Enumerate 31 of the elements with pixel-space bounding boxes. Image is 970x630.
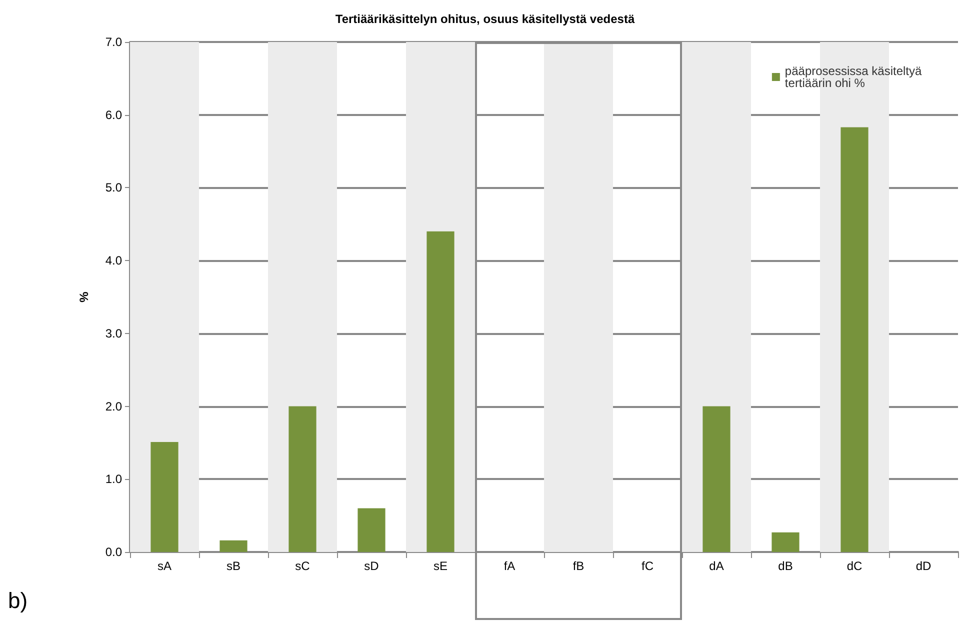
y-tick-label: 6.0 bbox=[105, 108, 122, 122]
y-tick-label: 3.0 bbox=[105, 326, 122, 340]
x-tick-label: dD bbox=[916, 559, 932, 573]
y-tick-label: 7.0 bbox=[105, 35, 122, 49]
x-tick-label: sD bbox=[364, 559, 380, 573]
y-tick-label: 2.0 bbox=[105, 399, 122, 414]
x-tick-label: dA bbox=[709, 559, 724, 573]
x-tick-label: fB bbox=[572, 559, 584, 573]
x-tick-label: fA bbox=[504, 559, 516, 573]
bar bbox=[772, 532, 800, 552]
y-tick-label: 4.0 bbox=[105, 254, 122, 268]
legend-label: pääprosessissa käsiteltyä tertiäärin ohi % bbox=[784, 64, 926, 90]
x-tick-label: sA bbox=[157, 559, 172, 573]
bar bbox=[150, 442, 178, 552]
x-tick-label: dC bbox=[846, 559, 862, 573]
x-tick-label: sE bbox=[433, 559, 448, 573]
chart-title: Tertiäärikäsittelyn ohitus, osuus käsitellystä vedestä bbox=[335, 12, 635, 26]
bar bbox=[702, 406, 730, 552]
x-tick-label: fC bbox=[642, 559, 654, 573]
bar bbox=[358, 508, 386, 552]
bar bbox=[288, 406, 316, 552]
x-tick-label: sC bbox=[295, 559, 310, 573]
bar bbox=[426, 231, 454, 552]
bar bbox=[220, 540, 248, 552]
x-tick-label: dB bbox=[778, 559, 793, 573]
text: b) bbox=[8, 588, 28, 614]
y-tick-label: 5.0 bbox=[105, 180, 122, 195]
x-tick-label: sB bbox=[226, 559, 241, 573]
y-tick-label: 0.0 bbox=[105, 545, 122, 559]
y-tick-label: 1.0 bbox=[105, 472, 122, 486]
y-axis-title: % bbox=[77, 291, 91, 302]
